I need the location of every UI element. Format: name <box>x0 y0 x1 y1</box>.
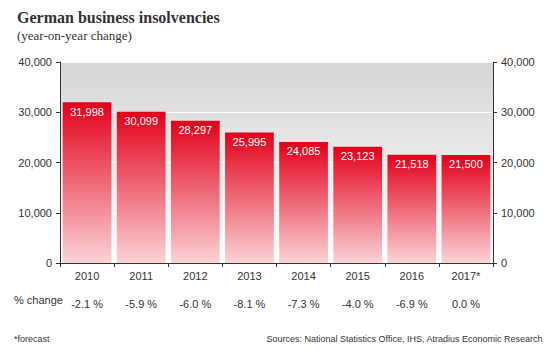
svg-text:0.0 %: 0.0 % <box>452 298 480 310</box>
svg-text:-2.1 %: -2.1 % <box>71 298 103 310</box>
svg-text:German business insolvencies: German business insolvencies <box>17 9 220 26</box>
svg-text:*forecast: *forecast <box>14 334 50 344</box>
svg-text:20,000: 20,000 <box>501 157 535 169</box>
svg-text:24,085: 24,085 <box>287 145 321 157</box>
svg-text:30,000: 30,000 <box>501 106 535 118</box>
svg-text:30,000: 30,000 <box>18 106 52 118</box>
svg-text:2011: 2011 <box>129 270 153 282</box>
svg-text:2016: 2016 <box>400 270 424 282</box>
svg-text:2015: 2015 <box>345 270 369 282</box>
svg-text:0: 0 <box>46 257 52 269</box>
svg-text:20,000: 20,000 <box>18 157 52 169</box>
svg-text:25,995: 25,995 <box>233 136 267 148</box>
svg-text:2012: 2012 <box>183 270 207 282</box>
svg-text:0: 0 <box>501 257 507 269</box>
svg-text:2010: 2010 <box>75 270 99 282</box>
svg-text:-4.0 %: -4.0 % <box>342 298 374 310</box>
svg-text:-5.9 %: -5.9 % <box>125 298 157 310</box>
svg-text:-6.9 %: -6.9 % <box>396 298 428 310</box>
svg-text:23,123: 23,123 <box>341 150 375 162</box>
svg-text:40,000: 40,000 <box>18 56 52 68</box>
svg-text:21,518: 21,518 <box>395 158 429 170</box>
svg-text:40,000: 40,000 <box>501 56 535 68</box>
svg-text:-6.0 %: -6.0 % <box>179 298 211 310</box>
svg-text:-8.1 %: -8.1 % <box>234 298 266 310</box>
svg-text:30,099: 30,099 <box>124 115 158 127</box>
svg-text:2013: 2013 <box>237 270 261 282</box>
svg-text:21,500: 21,500 <box>449 158 483 170</box>
svg-text:10,000: 10,000 <box>501 207 535 219</box>
svg-text:-7.3 %: -7.3 % <box>288 298 320 310</box>
svg-text:28,297: 28,297 <box>178 124 212 136</box>
svg-text:10,000: 10,000 <box>18 207 52 219</box>
svg-text:2017*: 2017* <box>452 270 481 282</box>
svg-text:31,998: 31,998 <box>70 106 104 118</box>
svg-text:(year-on-year change): (year-on-year change) <box>17 28 132 43</box>
svg-text:Sources: National Statistics O: Sources: National Statistics Office, IHS… <box>267 334 543 344</box>
svg-text:2014: 2014 <box>291 270 315 282</box>
svg-text:% change: % change <box>14 294 63 306</box>
